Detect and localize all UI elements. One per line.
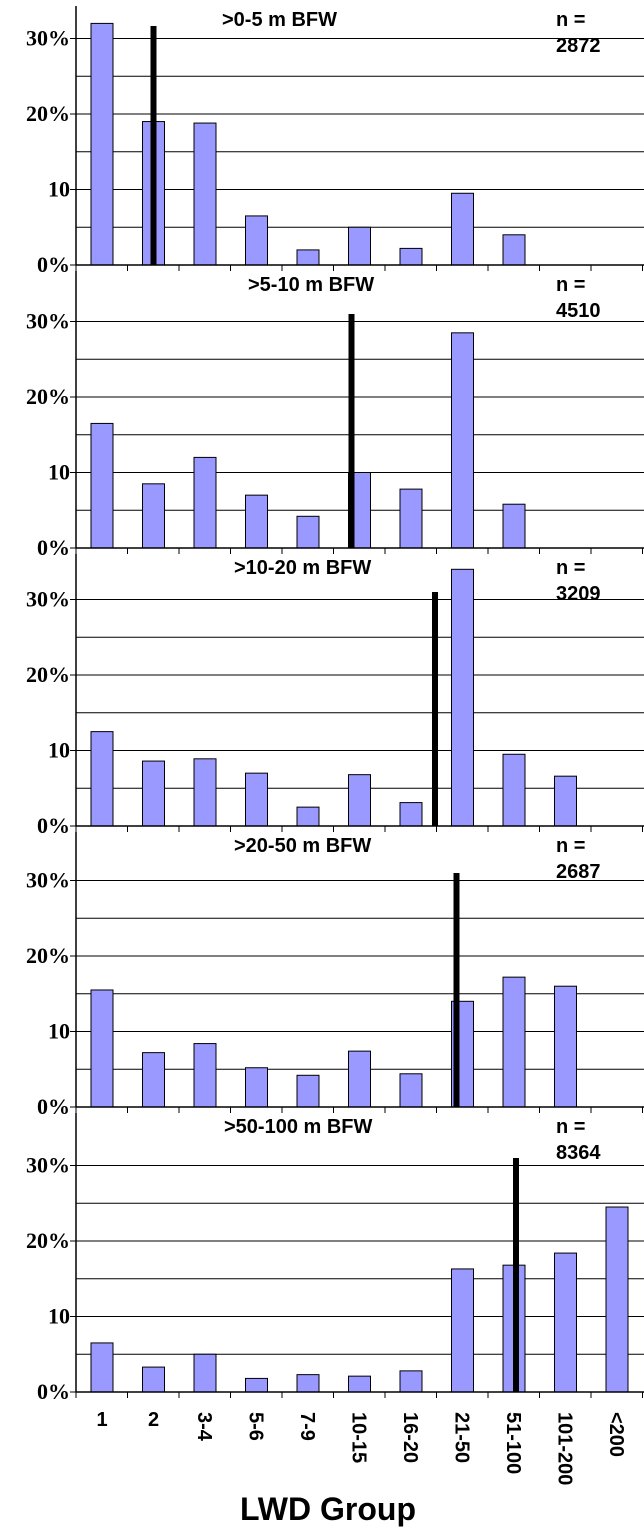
x-tick-label: 1 — [96, 1409, 107, 1431]
bar — [90, 731, 114, 827]
bar — [605, 1206, 629, 1393]
panel-title: >0-5 m BFW — [222, 9, 337, 31]
y-tick-label: 30% — [26, 309, 70, 334]
y-tick-label: 30% — [26, 26, 70, 51]
panel-title: >5-10 m BFW — [248, 274, 374, 296]
y-tick-label: 20% — [26, 101, 70, 126]
y-tick-label: 0% — [37, 1094, 70, 1119]
x-tick-label: 5-6 — [245, 1412, 267, 1441]
bar — [142, 1366, 165, 1393]
panel-title: >50-100 m BFW — [224, 1116, 373, 1138]
bar — [296, 1074, 320, 1108]
y-tick-label: 30% — [26, 587, 70, 612]
n-value: 8364 — [556, 1142, 601, 1164]
y-tick-label: 20% — [26, 1228, 70, 1253]
bar — [296, 806, 320, 827]
bar — [193, 758, 217, 827]
y-tick-label: 0% — [37, 252, 70, 277]
y-tick-label: 20% — [26, 384, 70, 409]
y-tick-label: 10 — [48, 738, 70, 763]
bar — [142, 1052, 165, 1108]
bar — [296, 249, 320, 266]
bar — [245, 1067, 268, 1108]
bar — [193, 1043, 217, 1108]
bar — [296, 1374, 320, 1393]
bar — [245, 772, 268, 827]
y-tick-label: 30% — [26, 1153, 70, 1178]
n-value: 3209 — [556, 583, 601, 605]
bar — [245, 1377, 268, 1393]
bar — [90, 989, 114, 1108]
y-tick-label: 20% — [26, 943, 70, 968]
bar — [451, 1268, 474, 1393]
y-tick-label: 10 — [48, 460, 70, 485]
bar — [451, 568, 474, 827]
x-axis-title: LWD Group — [240, 1491, 416, 1527]
bar — [502, 234, 526, 266]
n-label: n = — [556, 835, 585, 857]
x-tick-label: 101-200 — [554, 1412, 576, 1485]
x-tick-label: 3-4 — [193, 1412, 215, 1442]
y-tick-label: 20% — [26, 662, 70, 687]
bar — [142, 483, 165, 549]
y-tick-label: 0% — [37, 535, 70, 560]
x-tick-label: 51-100 — [502, 1412, 524, 1474]
n-value: 2872 — [556, 35, 601, 57]
panel-title: >10-20 m BFW — [234, 557, 371, 579]
x-tick-label: 16-20 — [399, 1412, 421, 1463]
y-tick-label: 10 — [48, 1019, 70, 1044]
x-tick-label: 2 — [148, 1409, 159, 1431]
bar — [399, 802, 423, 827]
bar — [554, 985, 577, 1108]
bar — [90, 22, 114, 266]
bar — [348, 774, 371, 827]
n-label: n = — [556, 274, 585, 296]
y-tick-label: 10 — [48, 177, 70, 202]
bar — [451, 332, 474, 549]
bar — [399, 488, 423, 549]
bar — [142, 760, 165, 827]
n-label: n = — [556, 557, 585, 579]
y-tick-label: 10 — [48, 1304, 70, 1329]
x-tick-label: <200 — [605, 1412, 627, 1457]
bar — [348, 226, 371, 266]
n-value: 2687 — [556, 861, 601, 883]
bar — [348, 1050, 371, 1108]
bar — [193, 456, 217, 549]
y-tick-label: 0% — [37, 813, 70, 838]
bar — [451, 192, 474, 266]
y-tick-label: 0% — [37, 1379, 70, 1404]
bar — [193, 1353, 217, 1393]
bar — [245, 215, 268, 266]
bar — [502, 503, 526, 549]
bar — [399, 247, 423, 266]
bar — [554, 1252, 577, 1393]
panel-title: >20-50 m BFW — [234, 835, 371, 857]
n-label: n = — [556, 1116, 585, 1138]
y-tick-label: 30% — [26, 868, 70, 893]
x-tick-label: 7-9 — [296, 1412, 318, 1441]
bar — [399, 1370, 423, 1393]
bar — [193, 122, 217, 266]
bar — [554, 775, 577, 827]
n-label: n = — [556, 9, 585, 31]
bar — [399, 1073, 423, 1108]
bar — [90, 422, 114, 549]
bar — [296, 515, 320, 549]
bar — [90, 1342, 114, 1393]
bar — [502, 976, 526, 1108]
bar — [502, 753, 526, 827]
bar — [348, 1375, 371, 1393]
x-tick-label: 21-50 — [451, 1412, 473, 1463]
bar — [245, 494, 268, 549]
x-tick-label: 10-15 — [348, 1412, 370, 1463]
n-value: 4510 — [556, 300, 601, 322]
